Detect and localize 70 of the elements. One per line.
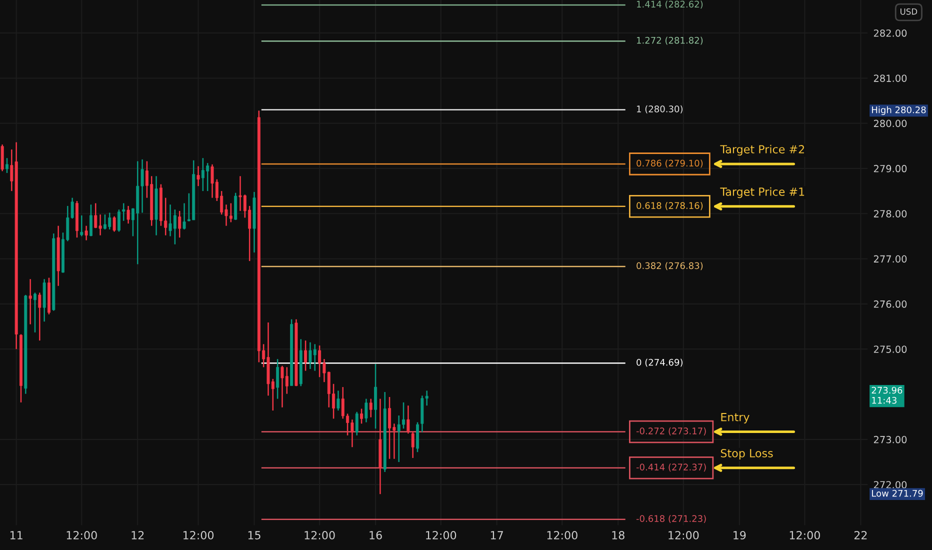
y-tick-label: 282.00 — [874, 29, 907, 37]
candlestick — [28, 278, 32, 325]
ref-line-label: 0.382 (276.83) — [636, 262, 703, 270]
y-tick-label: 281.00 — [874, 74, 907, 82]
candlestick — [122, 202, 126, 222]
candlestick — [84, 225, 88, 241]
candlestick — [182, 202, 186, 230]
candlestick — [89, 204, 92, 237]
candlestick — [304, 340, 308, 372]
x-tick-label: 12:00 — [547, 531, 578, 540]
text: 273.96 11:43 — [872, 386, 902, 404]
candlestick — [234, 192, 238, 221]
candlestick — [178, 210, 182, 238]
y-tick-label: 279.00 — [874, 164, 907, 172]
y-tick-label: 280.00 — [874, 120, 907, 128]
candlestick — [33, 292, 36, 334]
y-tick-label: 277.00 — [874, 255, 907, 263]
y-tick-label: 278.00 — [874, 210, 907, 218]
candlestick — [6, 157, 8, 174]
ref-line-label: 1 (280.30) — [637, 105, 682, 114]
candlestick — [369, 398, 372, 418]
x-tick-label: 12:00 — [304, 531, 335, 540]
candlestick — [196, 166, 200, 187]
text: High 280.28 — [872, 106, 926, 116]
text: USD — [900, 8, 918, 15]
ref-line-label: 1.272 (281.82) — [637, 36, 703, 45]
y-tick-label: 276.00 — [874, 300, 907, 308]
x-tick-label: 18 — [612, 531, 624, 540]
y-tick-label: 272.00 — [874, 481, 907, 488]
x-tick-label: 17 — [490, 531, 503, 540]
candlestick — [336, 390, 340, 412]
x-tick-label: 22 — [854, 531, 867, 540]
x-tick-label: 12:00 — [183, 531, 214, 540]
annotation: Target Price #2 — [720, 144, 804, 156]
candlestick — [38, 292, 42, 342]
ref-line-label: -0.272 (273.17) — [636, 427, 706, 436]
x-tick-label: 11 — [10, 531, 22, 540]
candlestick — [276, 358, 280, 400]
candlestick — [112, 216, 116, 232]
annotation: Entry — [721, 413, 750, 424]
candlestick — [411, 430, 414, 459]
annotation: Stop Loss — [720, 449, 773, 460]
candlestick — [360, 408, 364, 424]
x-tick-label: 12 — [132, 531, 144, 540]
ref-line-label: 0.618 (278.16) — [636, 202, 703, 210]
x-tick-label: 19 — [734, 531, 746, 540]
ref-line-label: 0.786 (279.10) — [636, 160, 703, 168]
candlestick — [0, 144, 4, 172]
text: Low 271.79 — [872, 490, 923, 497]
y-tick-label: 273.00 — [874, 436, 907, 444]
candlestick — [364, 398, 368, 423]
y-tick-label: 275.00 — [874, 346, 907, 353]
candlestick — [374, 363, 378, 430]
x-tick-label: 12:00 — [668, 531, 699, 540]
ref-line-label: -0.414 (272.37) — [636, 464, 706, 472]
candlestick — [406, 404, 410, 434]
candlestick — [80, 214, 84, 237]
candlestick — [355, 411, 358, 436]
annotation: Target Price #1 — [720, 187, 804, 198]
ref-line-label: 0 (274.69) — [636, 358, 682, 367]
x-tick-label: 15 — [248, 531, 260, 540]
x-tick-label: 12:00 — [790, 531, 820, 540]
ref-line-label: -0.618 (271.23) — [636, 515, 706, 524]
ref-line-label: 1.414 (282.62) — [637, 0, 703, 9]
x-tick-label: 12:00 — [426, 531, 456, 540]
candlestick — [117, 208, 120, 232]
candlestick — [416, 422, 420, 453]
candlestick — [126, 205, 130, 224]
x-tick-label: 12:00 — [66, 531, 97, 540]
x-tick-label: 16 — [370, 531, 382, 540]
